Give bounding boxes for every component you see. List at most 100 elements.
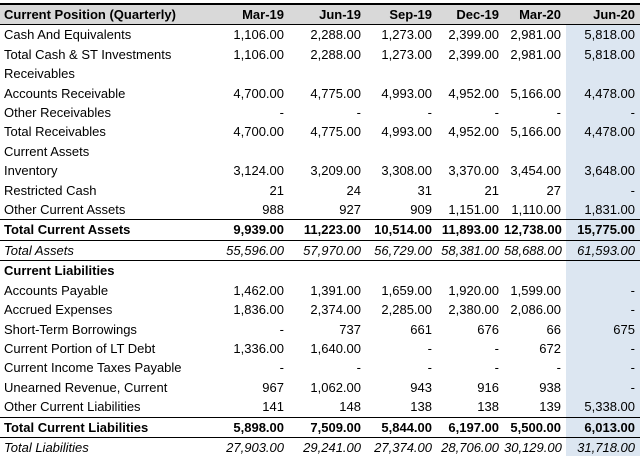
cell-value: 56,729.00 [366, 239, 437, 262]
cell-value: - [356, 105, 361, 121]
cell-value: 676 [477, 321, 499, 337]
cell-value: 138 [410, 399, 432, 415]
cell-value: 21 [269, 182, 284, 198]
table-row: Total Current Assets 9,939.00 11,223.00 10,… [0, 219, 640, 241]
table-row: Total Cash & ST Investments 1,106.00 2,288… [0, 44, 640, 65]
cell-value: 6,013.00 [566, 416, 640, 438]
cell-value: 1,110.00 [511, 202, 561, 218]
cell-value: 943 [410, 379, 432, 395]
table-row: Total Liabilities 27,903.00 29,241.00 27,37… [0, 436, 640, 456]
row-label: Accrued Expenses [4, 302, 113, 318]
cell-value: 4,775.00 [310, 124, 361, 140]
cell-value: 1,599.00 [510, 282, 561, 298]
row-label: Current Income Taxes Payable [4, 360, 182, 376]
column-header: Dec-19 [437, 3, 504, 26]
cell-value: 1,336.00 [233, 340, 284, 356]
cell-value: 737 [339, 321, 361, 337]
cell-value: 27 [546, 182, 561, 198]
cell-value: 4,775.00 [310, 85, 361, 101]
cell-value: 1,831.00 [566, 200, 640, 220]
cell-value: 1,640.00 [310, 340, 361, 356]
cell-value [366, 142, 437, 161]
cell-value: 672 [539, 340, 561, 356]
table-row: Cash And Equivalents 1,106.00 2,288.00 1,27… [0, 24, 640, 45]
table-title: Current Position (Quarterly) [0, 3, 214, 26]
cell-value: 1,151.00 [448, 202, 499, 218]
cell-value: 139 [539, 399, 561, 415]
table-row: Total Current Liabilities 5,898.00 7,509.0… [0, 416, 640, 438]
cell-value: 28,706.00 [437, 436, 504, 456]
cell-value: 1,062.00 [310, 379, 361, 395]
row-label: Accounts Receivable [4, 85, 126, 101]
row-label: Cash And Equivalents [4, 27, 132, 43]
row-label: Short-Term Borrowings [4, 321, 137, 337]
column-header: Jun-20 [566, 3, 640, 26]
header-row: Current Position (Quarterly) Mar-19 Jun-1… [0, 3, 640, 26]
cell-value: 12,738.00 [504, 219, 566, 241]
cell-value: 4,952.00 [448, 124, 499, 140]
cell-value [437, 261, 504, 281]
column-header: Mar-19 [214, 3, 289, 26]
cell-value: - [356, 360, 361, 376]
cell-value: 6,197.00 [437, 416, 504, 438]
cell-value: - [427, 340, 432, 356]
cell-value: - [566, 180, 640, 201]
cell-value: 5,166.00 [510, 124, 561, 140]
table-row: Current Portion of LT Debt 1,336.00 1,640.… [0, 338, 640, 359]
cell-value [437, 64, 504, 83]
cell-value: 27,374.00 [366, 436, 437, 456]
row-label: Current Portion of LT Debt [4, 340, 156, 356]
table-row: Accounts Receivable 4,700.00 4,775.00 4,993… [0, 83, 640, 104]
row-label: Total Assets [0, 239, 214, 262]
cell-value: 5,338.00 [566, 397, 640, 418]
cell-value: 5,500.00 [504, 416, 566, 438]
cell-value: 3,209.00 [310, 163, 361, 179]
cell-value: - [494, 360, 499, 376]
table-row: Other Receivables - - - - - - [0, 103, 640, 123]
cell-value [504, 142, 566, 161]
cell-value: 57,970.00 [289, 239, 366, 262]
cell-value: 7,509.00 [289, 416, 366, 438]
row-label: Total Current Assets [0, 219, 214, 241]
table-row: Accounts Payable 1,462.00 1,391.00 1,659.00… [0, 280, 640, 301]
cell-value [566, 141, 640, 162]
cell-value: 988 [262, 202, 284, 218]
cell-value: 4,952.00 [448, 85, 499, 101]
cell-value: 5,898.00 [214, 416, 289, 438]
cell-value: 1,920.00 [448, 282, 499, 298]
cell-value: 916 [477, 379, 499, 395]
cell-value [289, 64, 366, 83]
cell-value [214, 261, 289, 281]
row-label: Accounts Payable [4, 282, 109, 298]
row-label: Other Current Liabilities [4, 399, 141, 415]
cell-value [566, 64, 640, 84]
cell-value: 24 [346, 182, 361, 198]
cell-value: 3,648.00 [566, 161, 640, 181]
row-label: Other Current Assets [4, 202, 126, 218]
cell-value [214, 64, 289, 83]
cell-value: - [566, 377, 640, 398]
cell-value: 1,106.00 [233, 46, 284, 62]
cell-value: 9,939.00 [214, 219, 289, 241]
cell-value [366, 64, 437, 83]
row-label: Current Liabilities [4, 263, 115, 279]
cell-value: - [566, 300, 640, 320]
cell-value: 1,391.00 [310, 282, 361, 298]
table-row: Unearned Revenue, Current 967 1,062.00 943 9… [0, 377, 640, 398]
cell-value: 66 [546, 321, 561, 337]
cell-value: 1,462.00 [233, 282, 284, 298]
cell-value: 31,718.00 [566, 436, 640, 456]
cell-value: - [279, 321, 284, 337]
cell-value: 909 [410, 202, 432, 218]
cell-value [437, 142, 504, 161]
cell-value: 21 [484, 182, 499, 198]
table-row: Short-Term Borrowings - 737 661 676 66 675 [0, 319, 640, 339]
cell-value: 5,166.00 [510, 85, 561, 101]
column-header: Jun-19 [289, 3, 366, 26]
cell-value: 661 [410, 321, 432, 337]
cell-value: 2,981.00 [510, 46, 561, 62]
cell-value: 29,241.00 [289, 436, 366, 456]
cell-value: 2,399.00 [448, 27, 499, 43]
cell-value: 55,596.00 [214, 239, 289, 262]
cell-value: 5,818.00 [566, 24, 640, 45]
